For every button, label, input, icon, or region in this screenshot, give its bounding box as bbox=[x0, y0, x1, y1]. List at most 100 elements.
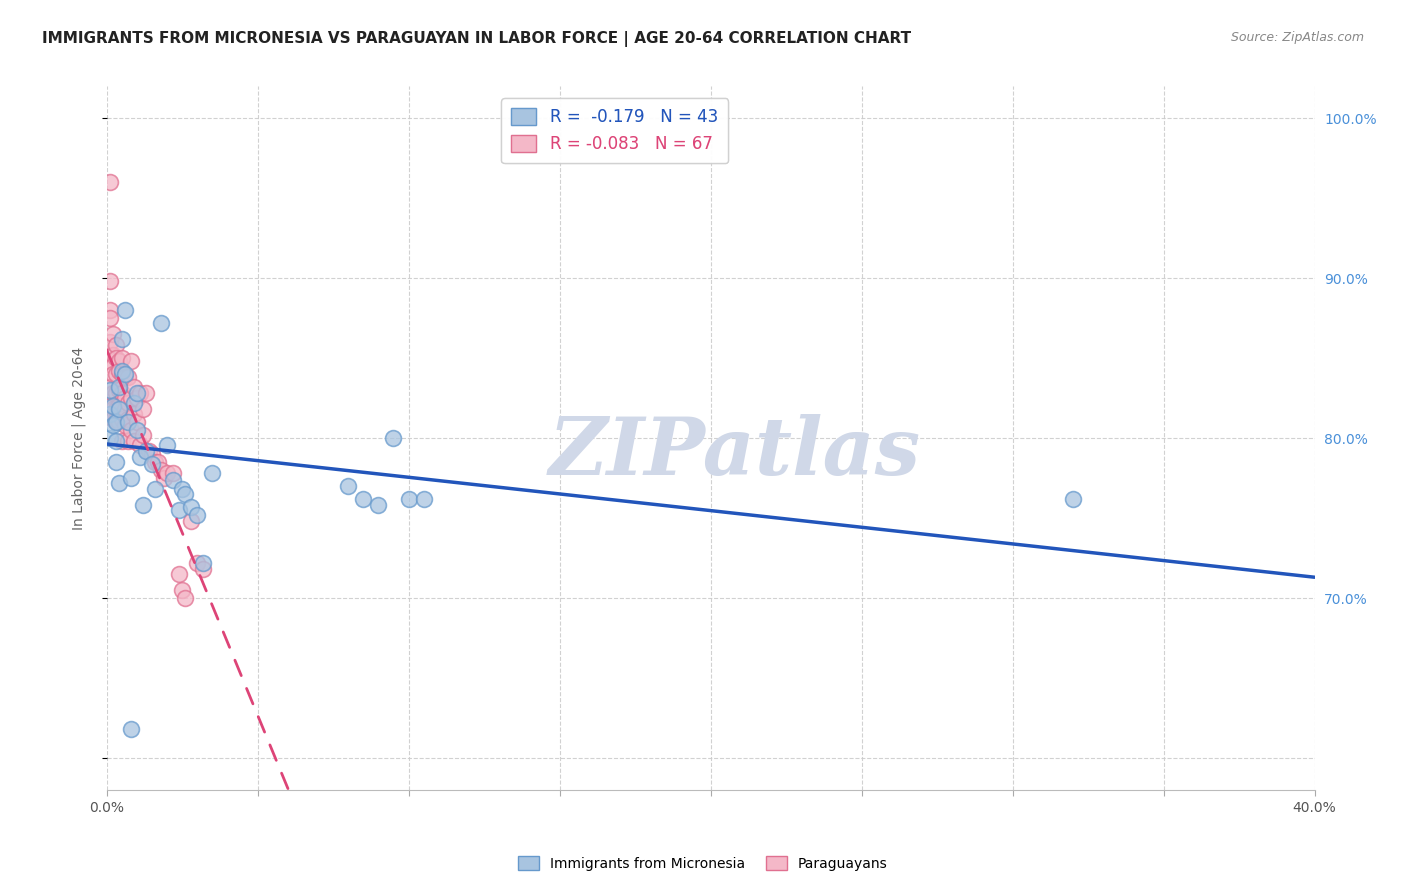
Point bbox=[132, 402, 155, 417]
Point bbox=[122, 434, 145, 449]
Point bbox=[114, 402, 136, 417]
Point bbox=[117, 412, 139, 426]
Point bbox=[143, 455, 166, 469]
Point bbox=[125, 423, 148, 437]
Point bbox=[352, 491, 374, 506]
Point bbox=[107, 384, 129, 398]
Point bbox=[412, 491, 434, 506]
Point bbox=[174, 487, 197, 501]
Point bbox=[132, 428, 155, 442]
Point bbox=[111, 386, 134, 401]
Point bbox=[101, 386, 124, 401]
Point bbox=[125, 415, 148, 429]
Point bbox=[167, 567, 190, 582]
Point bbox=[117, 370, 139, 384]
Point bbox=[201, 467, 224, 481]
Point bbox=[141, 457, 163, 471]
Point bbox=[98, 407, 121, 421]
Point bbox=[114, 418, 136, 433]
Point bbox=[114, 303, 136, 318]
Point bbox=[98, 311, 121, 326]
Point bbox=[120, 391, 142, 405]
Point bbox=[104, 455, 127, 469]
Point bbox=[111, 434, 134, 449]
Point bbox=[141, 447, 163, 461]
Point bbox=[101, 399, 124, 413]
Point bbox=[180, 515, 202, 529]
Point bbox=[135, 444, 157, 458]
Point bbox=[104, 351, 127, 366]
Point bbox=[167, 503, 190, 517]
Point bbox=[149, 316, 172, 330]
Point bbox=[170, 483, 193, 497]
Point bbox=[107, 354, 129, 368]
Point bbox=[122, 407, 145, 421]
Point bbox=[107, 402, 129, 417]
Point bbox=[104, 402, 127, 417]
Point bbox=[367, 499, 389, 513]
Point bbox=[107, 415, 129, 429]
Point bbox=[101, 327, 124, 342]
Legend: Immigrants from Micronesia, Paraguayans: Immigrants from Micronesia, Paraguayans bbox=[513, 850, 893, 876]
Point bbox=[186, 556, 208, 570]
Point bbox=[170, 583, 193, 598]
Text: IMMIGRANTS FROM MICRONESIA VS PARAGUAYAN IN LABOR FORCE | AGE 20-64 CORRELATION : IMMIGRANTS FROM MICRONESIA VS PARAGUAYAN… bbox=[42, 31, 911, 47]
Point bbox=[120, 471, 142, 485]
Point bbox=[107, 476, 129, 491]
Point bbox=[101, 368, 124, 382]
Point bbox=[101, 402, 124, 417]
Point bbox=[117, 396, 139, 410]
Point bbox=[111, 332, 134, 346]
Point bbox=[135, 386, 157, 401]
Point bbox=[111, 412, 134, 426]
Point bbox=[114, 370, 136, 384]
Point bbox=[104, 386, 127, 401]
Point bbox=[128, 386, 150, 401]
Point bbox=[156, 467, 179, 481]
Point bbox=[120, 354, 142, 368]
Point bbox=[104, 368, 127, 382]
Point bbox=[138, 444, 160, 458]
Y-axis label: In Labor Force | Age 20-64: In Labor Force | Age 20-64 bbox=[72, 347, 86, 530]
Point bbox=[98, 303, 121, 318]
Point bbox=[111, 351, 134, 366]
Legend: R =  -0.179   N = 43, R = -0.083   N = 67: R = -0.179 N = 43, R = -0.083 N = 67 bbox=[502, 98, 728, 163]
Point bbox=[111, 368, 134, 382]
Point bbox=[128, 437, 150, 451]
Point bbox=[101, 412, 124, 426]
Point bbox=[125, 386, 148, 401]
Point bbox=[107, 380, 129, 394]
Point bbox=[162, 473, 184, 487]
Point bbox=[193, 556, 215, 570]
Point bbox=[1062, 491, 1084, 506]
Point bbox=[98, 175, 121, 189]
Point bbox=[128, 450, 150, 465]
Point bbox=[180, 500, 202, 514]
Point bbox=[337, 479, 360, 493]
Point bbox=[111, 364, 134, 378]
Point bbox=[101, 418, 124, 433]
Point bbox=[186, 508, 208, 522]
Point bbox=[98, 399, 121, 413]
Text: Source: ZipAtlas.com: Source: ZipAtlas.com bbox=[1230, 31, 1364, 45]
Point bbox=[122, 380, 145, 394]
Point bbox=[98, 431, 121, 445]
Point bbox=[398, 491, 420, 506]
Point bbox=[382, 431, 405, 445]
Point bbox=[125, 391, 148, 405]
Point bbox=[153, 471, 176, 485]
Point bbox=[101, 359, 124, 374]
Point bbox=[162, 467, 184, 481]
Point bbox=[98, 335, 121, 350]
Point bbox=[104, 338, 127, 352]
Point bbox=[98, 384, 121, 398]
Text: ZIPatlas: ZIPatlas bbox=[548, 414, 921, 491]
Point bbox=[174, 591, 197, 606]
Point bbox=[193, 562, 215, 576]
Point bbox=[120, 723, 142, 737]
Point bbox=[98, 354, 121, 368]
Point bbox=[107, 399, 129, 413]
Point bbox=[120, 423, 142, 437]
Point bbox=[104, 434, 127, 449]
Point bbox=[114, 368, 136, 382]
